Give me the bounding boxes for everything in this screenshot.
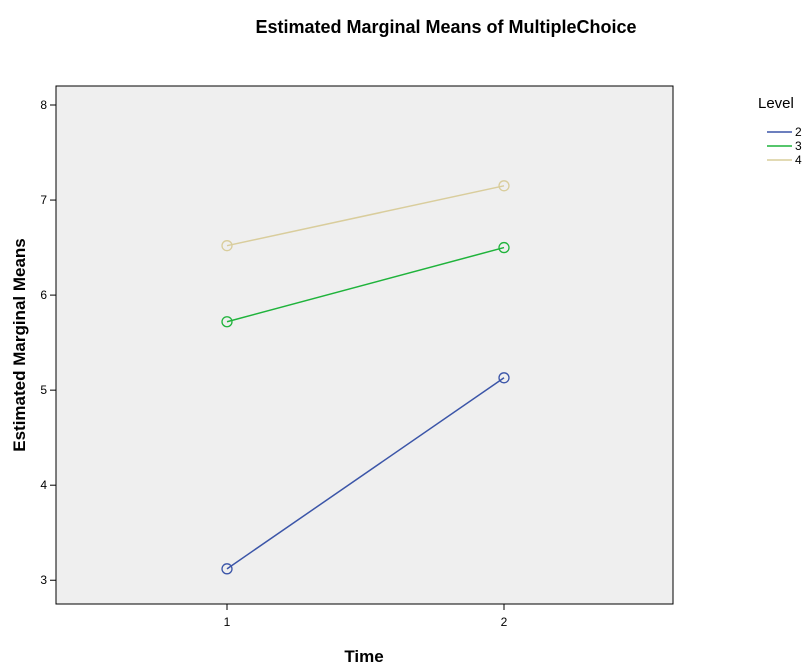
data-point-4-1 [221,240,233,252]
data-point-2-1 [221,563,233,575]
y-axis: 3 4 5 6 7 8 [40,98,56,587]
y-tick-label: 8 [40,98,47,112]
data-point-2-2 [498,372,510,384]
data-point-4-2 [498,180,510,192]
data-point-3-1 [221,316,233,328]
chart-title: Estimated Marginal Means of MultipleChoi… [255,17,636,37]
y-tick-label: 7 [40,193,47,207]
y-axis-label: Estimated Marginal Means [10,238,29,452]
series-line-3 [226,246,505,323]
x-axis-label: Time [344,647,383,666]
legend-label-3: 3 [795,139,802,153]
legend-title: Level [758,95,794,112]
x-tick-label: 2 [501,615,508,629]
data-point-3-2 [498,241,510,254]
y-tick-label: 4 [40,478,47,492]
plot-area [55,85,674,605]
series-line-2 [226,377,505,570]
y-tick-label: 5 [40,383,47,397]
legend-label-2: 2 [795,125,802,139]
y-tick-label: 3 [40,573,47,587]
legend-label-4: 4 [795,153,802,167]
y-tick-label: 6 [40,288,47,302]
series-line-4 [226,185,505,247]
series-layer [221,180,510,575]
legend: Level 234 [758,95,802,167]
x-tick-label: 1 [224,615,231,629]
